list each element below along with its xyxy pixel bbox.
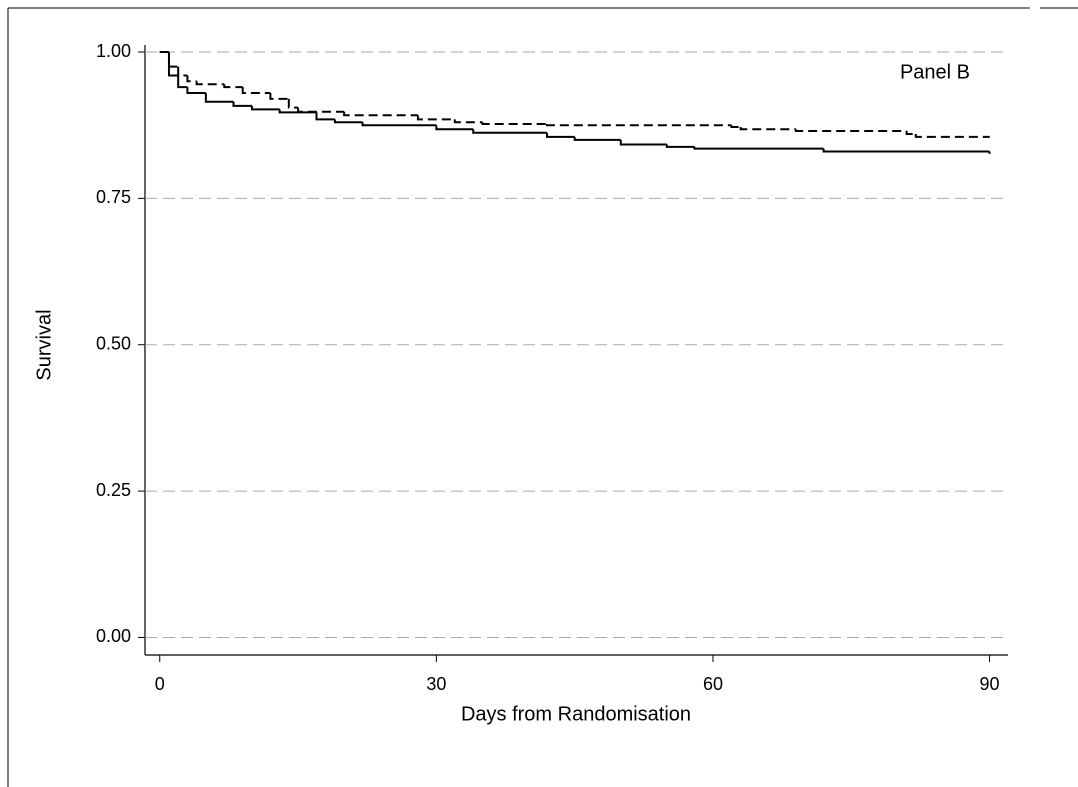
survival-step xyxy=(315,112,335,121)
x-tick-label: 30 xyxy=(426,674,446,694)
survival-step xyxy=(416,115,455,121)
survival-step xyxy=(204,93,234,103)
survival-step xyxy=(278,109,317,114)
survival-step xyxy=(573,136,621,141)
survival-step xyxy=(195,81,225,86)
y-tick-label: 1.00 xyxy=(96,41,131,61)
survival-step xyxy=(269,93,289,100)
x-axis-title: Days from Randomisation xyxy=(461,703,691,725)
survival-step xyxy=(232,101,252,107)
x-tick-label: 60 xyxy=(703,674,723,694)
survival-step xyxy=(665,144,695,148)
y-tick-label: 0.50 xyxy=(96,333,131,353)
survival-step xyxy=(822,148,990,153)
survival-step xyxy=(481,122,547,126)
survival-step xyxy=(739,126,796,131)
survival-step xyxy=(223,84,243,89)
survival-step xyxy=(435,125,474,131)
survival-step xyxy=(545,132,575,138)
survival-step xyxy=(343,111,418,117)
survival-step xyxy=(177,75,188,89)
y-tick-label: 0.75 xyxy=(96,187,131,207)
survival-step xyxy=(186,87,206,95)
survival-step xyxy=(794,129,907,133)
survival-step xyxy=(241,87,271,95)
y-axis-title: Survival xyxy=(33,309,55,380)
x-tick-label: 0 xyxy=(155,674,165,694)
survival-step xyxy=(619,139,667,146)
survival-step xyxy=(361,122,437,127)
survival-step xyxy=(167,52,179,68)
survival-step xyxy=(545,124,732,127)
survival-step xyxy=(453,119,483,124)
survival-step xyxy=(730,125,741,128)
survival-step xyxy=(693,146,824,150)
survival-step xyxy=(333,119,363,124)
survival-step xyxy=(287,98,299,109)
survival-step xyxy=(250,105,280,111)
panel-label: Panel B xyxy=(900,61,970,83)
y-tick-label: 0.25 xyxy=(96,480,131,500)
survival-step xyxy=(167,52,179,77)
survival-step xyxy=(472,129,547,134)
survival-step xyxy=(177,66,188,77)
survival-step xyxy=(905,131,916,135)
y-tick-label: 0.00 xyxy=(96,626,131,646)
survival-step xyxy=(914,133,990,138)
survival-step xyxy=(297,107,345,113)
survival-step xyxy=(186,75,197,83)
x-tick-label: 90 xyxy=(980,674,1000,694)
